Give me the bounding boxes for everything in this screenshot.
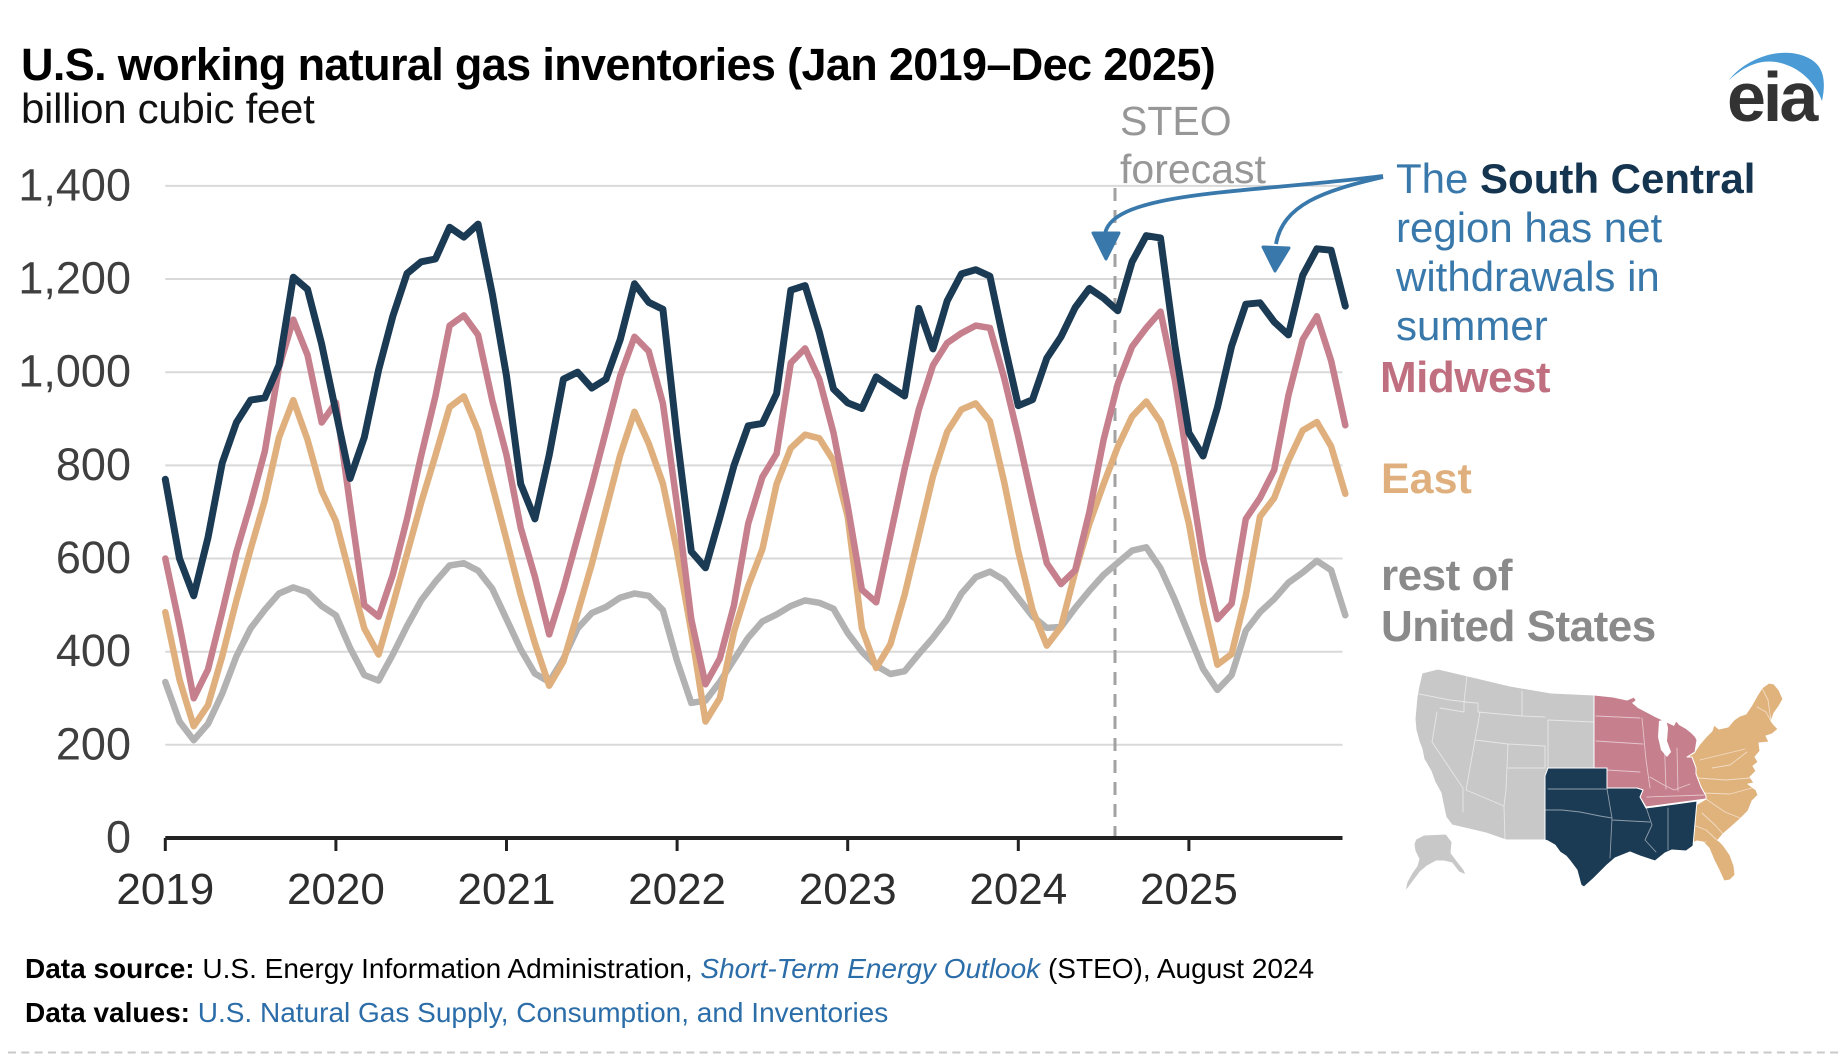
svg-text:0: 0 bbox=[106, 812, 131, 863]
svg-text:800: 800 bbox=[56, 439, 131, 490]
svg-text:1,000: 1,000 bbox=[18, 346, 131, 397]
svg-text:United States: United States bbox=[1381, 602, 1656, 651]
svg-text:1,200: 1,200 bbox=[18, 253, 131, 304]
svg-text:2024: 2024 bbox=[969, 865, 1067, 914]
svg-text:rest of: rest of bbox=[1381, 551, 1513, 600]
svg-text:eia: eia bbox=[1727, 58, 1819, 136]
svg-text:400: 400 bbox=[56, 625, 131, 676]
svg-text:withdrawals in: withdrawals in bbox=[1395, 253, 1660, 300]
svg-text:The South Central: The South Central bbox=[1396, 155, 1755, 202]
svg-text:Data values: U.S. Natural Gas: Data values: U.S. Natural Gas Supply, Co… bbox=[25, 997, 888, 1028]
svg-text:600: 600 bbox=[56, 532, 131, 583]
svg-text:billion cubic feet: billion cubic feet bbox=[21, 85, 315, 132]
svg-text:2023: 2023 bbox=[799, 865, 897, 914]
svg-text:Data source: U.S. Energy Infor: Data source: U.S. Energy Information Adm… bbox=[25, 953, 1314, 984]
svg-text:region has net: region has net bbox=[1396, 204, 1663, 251]
svg-text:STEO: STEO bbox=[1120, 98, 1232, 144]
svg-text:2025: 2025 bbox=[1140, 865, 1238, 914]
svg-text:U.S. working natural gas inven: U.S. working natural gas inventories (Ja… bbox=[21, 39, 1215, 90]
svg-text:summer: summer bbox=[1396, 302, 1548, 349]
svg-text:2021: 2021 bbox=[458, 865, 556, 914]
svg-text:East: East bbox=[1381, 455, 1472, 503]
svg-text:2019: 2019 bbox=[116, 865, 214, 914]
svg-text:forecast: forecast bbox=[1120, 146, 1266, 192]
svg-text:2022: 2022 bbox=[628, 865, 726, 914]
svg-text:1,400: 1,400 bbox=[18, 159, 131, 210]
svg-text:200: 200 bbox=[56, 718, 131, 769]
svg-text:2020: 2020 bbox=[287, 865, 385, 914]
svg-text:Midwest: Midwest bbox=[1380, 353, 1551, 402]
